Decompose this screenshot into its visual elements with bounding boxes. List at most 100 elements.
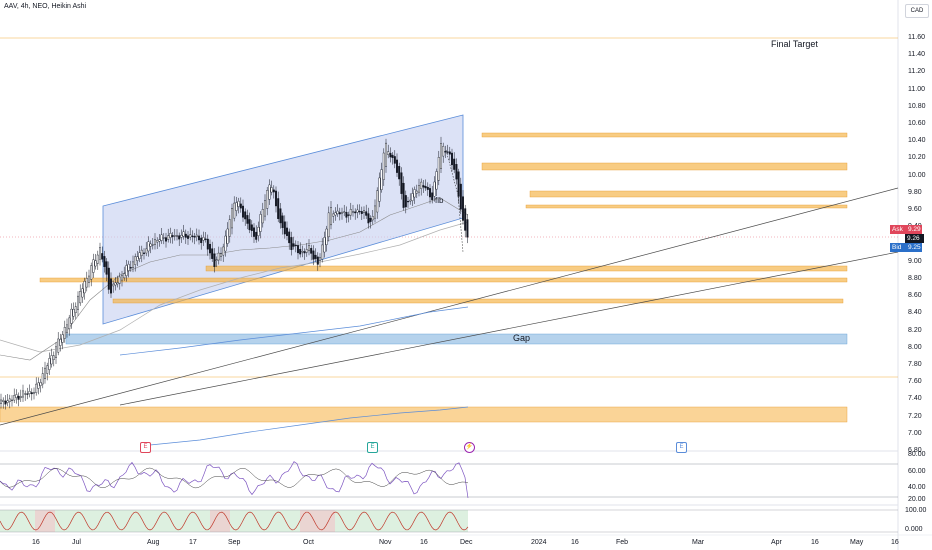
candle-body: [180, 234, 183, 238]
rsi-tick-40: 40.00: [908, 484, 926, 491]
gap-label: Gap: [513, 333, 531, 343]
bid-tag: Bid 9.25: [890, 243, 922, 252]
candle-body: [365, 211, 368, 216]
ask-tag: Ask 9.29: [890, 225, 922, 234]
candle-body: [65, 324, 68, 334]
earnings-marker-2[interactable]: E: [367, 442, 378, 453]
candle-body: [10, 399, 13, 401]
candle-body: [76, 295, 79, 310]
candle-body: [28, 391, 31, 394]
candle-body: [233, 202, 236, 219]
rsi-line: [0, 461, 469, 499]
oscillator-highlight-2: [210, 510, 230, 532]
candle-body: [330, 207, 333, 226]
candle-body: [310, 247, 313, 254]
price-tick: 8.60: [908, 292, 922, 300]
zone-892: [205, 265, 848, 272]
candle-body: [325, 228, 328, 245]
price-tick: 8.80: [908, 274, 922, 282]
candle-body: [272, 189, 275, 193]
candle-body: [409, 199, 412, 202]
candle-body: [116, 282, 119, 285]
candle-body: [83, 281, 86, 294]
ask-tag-label: Ask: [892, 226, 903, 233]
candle-body: [459, 183, 462, 210]
currency-badge[interactable]: CAD: [905, 4, 929, 18]
time-tick: Feb: [616, 539, 629, 546]
candle-body: [244, 211, 247, 220]
candle-body: [8, 398, 11, 402]
candle-body: [277, 198, 280, 220]
candle-body: [39, 382, 42, 386]
bid-tag-label: Bid: [892, 244, 902, 251]
candle-body: [257, 227, 260, 237]
dividend-marker[interactable]: ⚡: [464, 442, 475, 453]
candle-body: [4, 400, 7, 405]
candle-body: [305, 249, 308, 253]
candle-body: [44, 367, 47, 380]
time-tick: Jul: [72, 539, 81, 546]
candle-body: [418, 185, 421, 193]
candle-body: [462, 196, 465, 221]
candle-body: [404, 195, 407, 208]
candle-body: [241, 205, 244, 218]
candle-body: [292, 243, 295, 247]
zone-880: [39, 277, 848, 283]
time-tick: Dec: [460, 539, 473, 546]
rsi-secondary-line: [0, 467, 469, 489]
price-tick: 8.40: [908, 309, 922, 317]
candle-body: [343, 211, 346, 213]
candle-body: [264, 200, 267, 217]
candle-body: [92, 259, 95, 273]
candle-body: [217, 252, 220, 261]
candle-body: [275, 190, 278, 207]
candle-body: [68, 317, 71, 330]
candle-body: [367, 213, 370, 224]
candle-body: [349, 209, 352, 216]
earnings-marker-3[interactable]: E: [676, 442, 687, 453]
candle-body: [312, 250, 315, 260]
candle-body: [107, 267, 110, 290]
candle-body: [74, 306, 77, 313]
candle-body: [6, 400, 9, 403]
candle-body: [281, 215, 284, 228]
candle-body: [85, 278, 88, 288]
price-tick: 11.40: [908, 51, 925, 59]
time-tick: Apr: [771, 539, 782, 546]
candle-body: [299, 248, 302, 255]
candle-body: [81, 288, 84, 298]
candle-body: [453, 158, 456, 170]
price-tick: 11.60: [908, 34, 925, 41]
candle-body: [382, 152, 385, 180]
candle-body: [138, 252, 141, 259]
candle-body: [17, 395, 20, 400]
symbol-title[interactable]: AAV, 4h, NEO, Heikin Ashi: [4, 3, 87, 10]
candle-body: [127, 263, 130, 271]
candle-body: [63, 327, 66, 339]
price-tick: 9.00: [908, 257, 922, 265]
candle-body: [259, 214, 262, 232]
candle-body: [215, 259, 218, 261]
candle-body: [303, 251, 306, 254]
candle-body: [186, 235, 189, 239]
candle-body: [173, 235, 176, 237]
candle-body: [246, 215, 249, 224]
candle-body: [98, 247, 101, 260]
candle-body: [129, 267, 132, 269]
candle-body: [334, 212, 337, 216]
time-tick: Aug: [147, 539, 160, 546]
candle-body: [378, 177, 381, 202]
price-tick: 6.80: [908, 447, 922, 454]
candle-body: [431, 192, 434, 201]
zone-855: [112, 298, 844, 304]
rsi-tick-80: 80.00: [908, 451, 926, 458]
candle-body: [131, 261, 134, 268]
earnings-marker-1[interactable]: E: [140, 442, 151, 453]
candle-body: [213, 253, 216, 267]
candle-body: [237, 200, 240, 207]
candle-body: [341, 211, 344, 214]
candle-body: [189, 234, 192, 238]
oscillator-highlight-3: [300, 510, 335, 532]
candle-body: [191, 235, 194, 237]
